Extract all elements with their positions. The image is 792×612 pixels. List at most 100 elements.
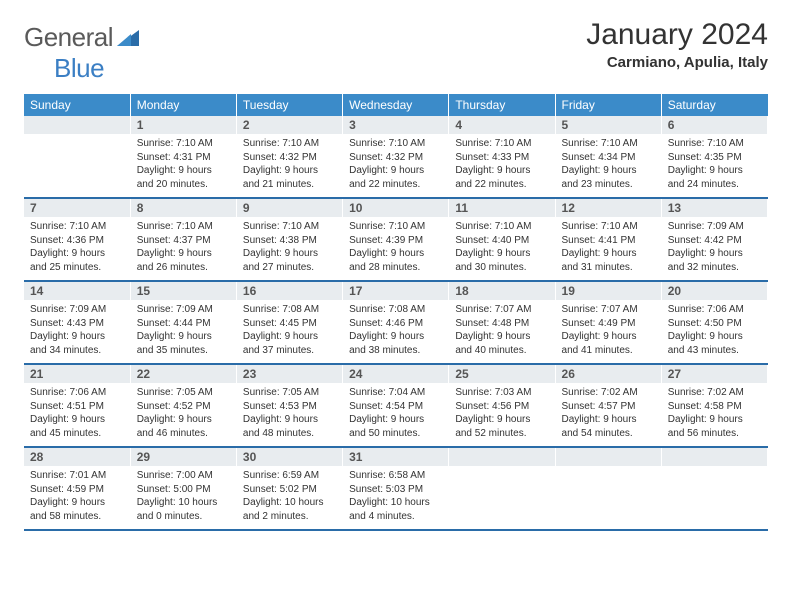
day-details: Sunrise: 7:05 AMSunset: 4:53 PMDaylight:… bbox=[237, 383, 342, 446]
calendar-day: 17Sunrise: 7:08 AMSunset: 4:46 PMDayligh… bbox=[343, 281, 449, 364]
daylight-line: Daylight: 9 hours and 56 minutes. bbox=[668, 413, 761, 440]
day-details: Sunrise: 7:10 AMSunset: 4:34 PMDaylight:… bbox=[556, 134, 661, 197]
sunrise-line: Sunrise: 7:10 AM bbox=[668, 137, 761, 151]
day-number: 26 bbox=[556, 365, 661, 383]
calendar-day: 21Sunrise: 7:06 AMSunset: 4:51 PMDayligh… bbox=[24, 364, 130, 447]
day-details: Sunrise: 7:10 AMSunset: 4:39 PMDaylight:… bbox=[343, 217, 448, 280]
sunset-line: Sunset: 4:31 PM bbox=[137, 151, 230, 165]
day-details: Sunrise: 6:59 AMSunset: 5:02 PMDaylight:… bbox=[237, 466, 342, 529]
sunrise-line: Sunrise: 7:07 AM bbox=[562, 303, 655, 317]
daylight-line: Daylight: 9 hours and 20 minutes. bbox=[137, 164, 230, 191]
daylight-line: Daylight: 9 hours and 58 minutes. bbox=[30, 496, 124, 523]
calendar-day: 6Sunrise: 7:10 AMSunset: 4:35 PMDaylight… bbox=[661, 116, 767, 198]
day-number: 5 bbox=[556, 116, 661, 134]
logo-text-blue: Blue bbox=[54, 53, 104, 83]
sunrise-line: Sunrise: 7:05 AM bbox=[243, 386, 336, 400]
sunset-line: Sunset: 4:45 PM bbox=[243, 317, 336, 331]
day-number: 30 bbox=[237, 448, 342, 466]
sunset-line: Sunset: 4:41 PM bbox=[562, 234, 655, 248]
sunset-line: Sunset: 4:48 PM bbox=[455, 317, 548, 331]
day-details: Sunrise: 7:09 AMSunset: 4:42 PMDaylight:… bbox=[662, 217, 767, 280]
daylight-line: Daylight: 9 hours and 27 minutes. bbox=[243, 247, 336, 274]
weekday-header: Saturday bbox=[661, 94, 767, 116]
sunrise-line: Sunrise: 7:02 AM bbox=[668, 386, 761, 400]
calendar-row: 7Sunrise: 7:10 AMSunset: 4:36 PMDaylight… bbox=[24, 198, 768, 281]
calendar-day: 14Sunrise: 7:09 AMSunset: 4:43 PMDayligh… bbox=[24, 281, 130, 364]
sunset-line: Sunset: 4:34 PM bbox=[562, 151, 655, 165]
calendar-day: 13Sunrise: 7:09 AMSunset: 4:42 PMDayligh… bbox=[661, 198, 767, 281]
day-number: 19 bbox=[556, 282, 661, 300]
logo-text-general: General bbox=[24, 22, 113, 53]
calendar-table: SundayMondayTuesdayWednesdayThursdayFrid… bbox=[24, 94, 768, 531]
day-number: 21 bbox=[24, 365, 130, 383]
sunrise-line: Sunrise: 6:59 AM bbox=[243, 469, 336, 483]
day-number: 23 bbox=[237, 365, 342, 383]
day-number: 4 bbox=[449, 116, 554, 134]
calendar-empty bbox=[661, 447, 767, 530]
day-number: 29 bbox=[131, 448, 236, 466]
day-number: 20 bbox=[662, 282, 767, 300]
daylight-line: Daylight: 9 hours and 26 minutes. bbox=[137, 247, 230, 274]
calendar-day: 20Sunrise: 7:06 AMSunset: 4:50 PMDayligh… bbox=[661, 281, 767, 364]
sunset-line: Sunset: 4:42 PM bbox=[668, 234, 761, 248]
calendar-day: 23Sunrise: 7:05 AMSunset: 4:53 PMDayligh… bbox=[236, 364, 342, 447]
sunset-line: Sunset: 5:02 PM bbox=[243, 483, 336, 497]
day-details: Sunrise: 7:10 AMSunset: 4:41 PMDaylight:… bbox=[556, 217, 661, 280]
day-details: Sunrise: 7:10 AMSunset: 4:40 PMDaylight:… bbox=[449, 217, 554, 280]
calendar-empty bbox=[555, 447, 661, 530]
sunrise-line: Sunrise: 7:10 AM bbox=[30, 220, 124, 234]
location: Carmiano, Apulia, Italy bbox=[586, 54, 768, 71]
sunrise-line: Sunrise: 7:10 AM bbox=[243, 137, 336, 151]
calendar-day: 2Sunrise: 7:10 AMSunset: 4:32 PMDaylight… bbox=[236, 116, 342, 198]
weekday-header: Tuesday bbox=[236, 94, 342, 116]
sunset-line: Sunset: 4:56 PM bbox=[455, 400, 548, 414]
day-number bbox=[556, 448, 661, 466]
daylight-line: Daylight: 9 hours and 54 minutes. bbox=[562, 413, 655, 440]
daylight-line: Daylight: 9 hours and 50 minutes. bbox=[349, 413, 442, 440]
sunset-line: Sunset: 4:44 PM bbox=[137, 317, 230, 331]
day-number: 18 bbox=[449, 282, 554, 300]
sunrise-line: Sunrise: 7:10 AM bbox=[349, 137, 442, 151]
daylight-line: Daylight: 9 hours and 23 minutes. bbox=[562, 164, 655, 191]
day-number: 1 bbox=[131, 116, 236, 134]
daylight-line: Daylight: 9 hours and 43 minutes. bbox=[668, 330, 761, 357]
sunrise-line: Sunrise: 7:04 AM bbox=[349, 386, 442, 400]
sunrise-line: Sunrise: 7:00 AM bbox=[137, 469, 230, 483]
sunrise-line: Sunrise: 7:03 AM bbox=[455, 386, 548, 400]
logo-triangle-icon bbox=[117, 28, 141, 53]
day-number: 24 bbox=[343, 365, 448, 383]
sunset-line: Sunset: 4:32 PM bbox=[349, 151, 442, 165]
day-details: Sunrise: 7:10 AMSunset: 4:35 PMDaylight:… bbox=[662, 134, 767, 197]
sunrise-line: Sunrise: 7:08 AM bbox=[349, 303, 442, 317]
calendar-day: 22Sunrise: 7:05 AMSunset: 4:52 PMDayligh… bbox=[130, 364, 236, 447]
day-number: 3 bbox=[343, 116, 448, 134]
sunrise-line: Sunrise: 6:58 AM bbox=[349, 469, 442, 483]
daylight-line: Daylight: 9 hours and 28 minutes. bbox=[349, 247, 442, 274]
sunset-line: Sunset: 4:49 PM bbox=[562, 317, 655, 331]
calendar-row: 28Sunrise: 7:01 AMSunset: 4:59 PMDayligh… bbox=[24, 447, 768, 530]
sunrise-line: Sunrise: 7:10 AM bbox=[562, 220, 655, 234]
weekday-header: Monday bbox=[130, 94, 236, 116]
daylight-line: Daylight: 9 hours and 34 minutes. bbox=[30, 330, 124, 357]
calendar-row: 21Sunrise: 7:06 AMSunset: 4:51 PMDayligh… bbox=[24, 364, 768, 447]
logo: General bbox=[24, 22, 143, 53]
sunrise-line: Sunrise: 7:09 AM bbox=[137, 303, 230, 317]
sunrise-line: Sunrise: 7:02 AM bbox=[562, 386, 655, 400]
daylight-line: Daylight: 9 hours and 22 minutes. bbox=[349, 164, 442, 191]
daylight-line: Daylight: 9 hours and 24 minutes. bbox=[668, 164, 761, 191]
calendar-day: 7Sunrise: 7:10 AMSunset: 4:36 PMDaylight… bbox=[24, 198, 130, 281]
sunset-line: Sunset: 4:37 PM bbox=[137, 234, 230, 248]
calendar-day: 11Sunrise: 7:10 AMSunset: 4:40 PMDayligh… bbox=[449, 198, 555, 281]
daylight-line: Daylight: 9 hours and 35 minutes. bbox=[137, 330, 230, 357]
day-number: 10 bbox=[343, 199, 448, 217]
weekday-header: Friday bbox=[555, 94, 661, 116]
daylight-line: Daylight: 9 hours and 21 minutes. bbox=[243, 164, 336, 191]
day-details: Sunrise: 7:08 AMSunset: 4:46 PMDaylight:… bbox=[343, 300, 448, 363]
sunset-line: Sunset: 5:00 PM bbox=[137, 483, 230, 497]
day-details: Sunrise: 7:08 AMSunset: 4:45 PMDaylight:… bbox=[237, 300, 342, 363]
calendar-day: 26Sunrise: 7:02 AMSunset: 4:57 PMDayligh… bbox=[555, 364, 661, 447]
day-number: 11 bbox=[449, 199, 554, 217]
calendar-day: 12Sunrise: 7:10 AMSunset: 4:41 PMDayligh… bbox=[555, 198, 661, 281]
day-number: 17 bbox=[343, 282, 448, 300]
sunset-line: Sunset: 4:59 PM bbox=[30, 483, 124, 497]
